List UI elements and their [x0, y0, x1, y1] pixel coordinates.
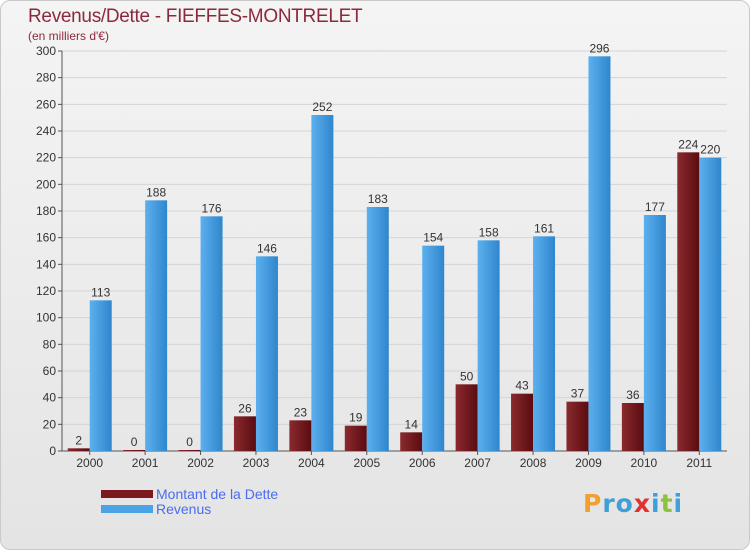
y-tick-label: 100: [36, 311, 56, 325]
grid-lines: [62, 50, 727, 452]
bar-dette: [400, 432, 423, 451]
bar-dette: [511, 393, 534, 451]
y-tick-label: 40: [43, 391, 57, 405]
data-label-revenus: 176: [202, 201, 222, 215]
data-label-revenus: 177: [645, 200, 665, 214]
legend-swatch-dette: [101, 490, 153, 498]
y-tick-label: 260: [36, 97, 56, 111]
data-label-revenus: 154: [423, 231, 443, 245]
x-tick-label: 2006: [409, 456, 436, 470]
data-label-revenus: 158: [479, 225, 499, 239]
data-label-dette: 37: [571, 387, 585, 401]
bar-revenus: [255, 256, 278, 451]
chart-subtitle: (en milliers d'€): [28, 29, 109, 43]
bar-dette: [123, 450, 146, 451]
x-tick-label: 2000: [76, 456, 103, 470]
data-label-dette: 50: [460, 369, 474, 383]
y-tick-label: 280: [36, 71, 56, 85]
y-tick-label: 300: [36, 44, 56, 58]
data-label-dette: 224: [678, 137, 698, 151]
bar-revenus: [699, 157, 722, 451]
x-tick-label: 2001: [132, 456, 159, 470]
bar-revenus: [533, 236, 556, 451]
bar-revenus: [366, 207, 389, 451]
logo-letter: o: [615, 489, 634, 518]
x-tick-label: 2002: [187, 456, 214, 470]
y-tick-label: 60: [43, 364, 57, 378]
bar-revenus: [200, 216, 223, 451]
x-tick-label: 2009: [575, 456, 602, 470]
y-tick-label: 240: [36, 124, 56, 138]
y-tick-label: 120: [36, 284, 56, 298]
y-tick-label: 140: [36, 257, 56, 271]
bar-revenus: [477, 240, 500, 451]
y-tick-label: 80: [43, 337, 57, 351]
data-label-dette: 19: [349, 411, 363, 425]
data-label-dette: 26: [238, 401, 252, 415]
bar-dette: [455, 384, 478, 451]
bars: [67, 56, 722, 452]
logo-letter: i: [651, 489, 661, 518]
bar-revenus: [422, 245, 445, 451]
bar-revenus: [311, 115, 334, 451]
y-tick-label: 180: [36, 204, 56, 218]
data-label-dette: 0: [186, 435, 193, 449]
data-label-revenus: 188: [146, 185, 166, 199]
y-tick-label: 20: [43, 417, 57, 431]
data-label-revenus: 252: [312, 100, 332, 114]
data-label-revenus: 161: [534, 221, 554, 235]
x-tick-label: 2011: [686, 456, 712, 470]
legend-swatch-revenus: [101, 505, 153, 513]
logo-letter: x: [633, 489, 651, 518]
data-label-dette: 2: [75, 433, 82, 447]
data-label-dette: 36: [626, 388, 640, 402]
x-tick-label: 2005: [353, 456, 380, 470]
y-tick-label: 160: [36, 231, 56, 245]
logo-letter: P: [583, 489, 603, 518]
bar-dette: [344, 425, 367, 451]
bar-revenus: [89, 300, 112, 451]
legend-label-dette: Montant de la Dette: [156, 486, 279, 502]
logo-letter: t: [660, 489, 674, 518]
logo-letter: i: [673, 489, 684, 518]
y-tick-label: 220: [36, 151, 56, 165]
legend-label-revenus: Revenus: [156, 501, 212, 517]
bar-dette: [289, 420, 312, 451]
data-labels: 2 113 0 188 0 176 26 146 23 252 19 183 14 154 50 158 43 1…: [75, 41, 720, 449]
bar-dette: [621, 403, 644, 451]
data-label-dette: 14: [405, 417, 419, 431]
bar-dette: [677, 152, 700, 452]
data-label-revenus: 183: [368, 192, 388, 206]
data-label-revenus: 146: [257, 241, 277, 255]
axes: 0204060801001201401601802002202402602803…: [36, 44, 727, 470]
data-label-dette: 0: [131, 435, 138, 449]
bar-revenus: [145, 200, 168, 451]
bar-dette: [233, 416, 256, 451]
data-label-revenus: 113: [91, 285, 110, 299]
data-label-dette: 43: [515, 379, 529, 393]
x-tick-label: 2008: [520, 456, 547, 470]
bar-revenus: [588, 56, 611, 451]
x-tick-label: 2007: [464, 456, 491, 470]
bar-dette: [566, 401, 589, 451]
x-tick-label: 2003: [243, 456, 270, 470]
data-label-dette: 23: [294, 405, 308, 419]
logo-letter: r: [602, 489, 616, 518]
proxiti-logo: Proxiti: [583, 489, 683, 518]
x-tick-label: 2004: [298, 456, 325, 470]
chart-title: Revenus/Dette - FIEFFES-MONTRELET: [28, 6, 363, 27]
bar-revenus: [643, 215, 666, 451]
data-label-revenus: 296: [589, 41, 609, 55]
y-tick-label: 200: [36, 177, 56, 191]
bar-dette: [67, 448, 90, 451]
x-tick-label: 2010: [631, 456, 658, 470]
bar-dette: [178, 450, 201, 451]
y-tick-label: 0: [49, 444, 56, 458]
data-label-revenus: 220: [700, 143, 720, 157]
